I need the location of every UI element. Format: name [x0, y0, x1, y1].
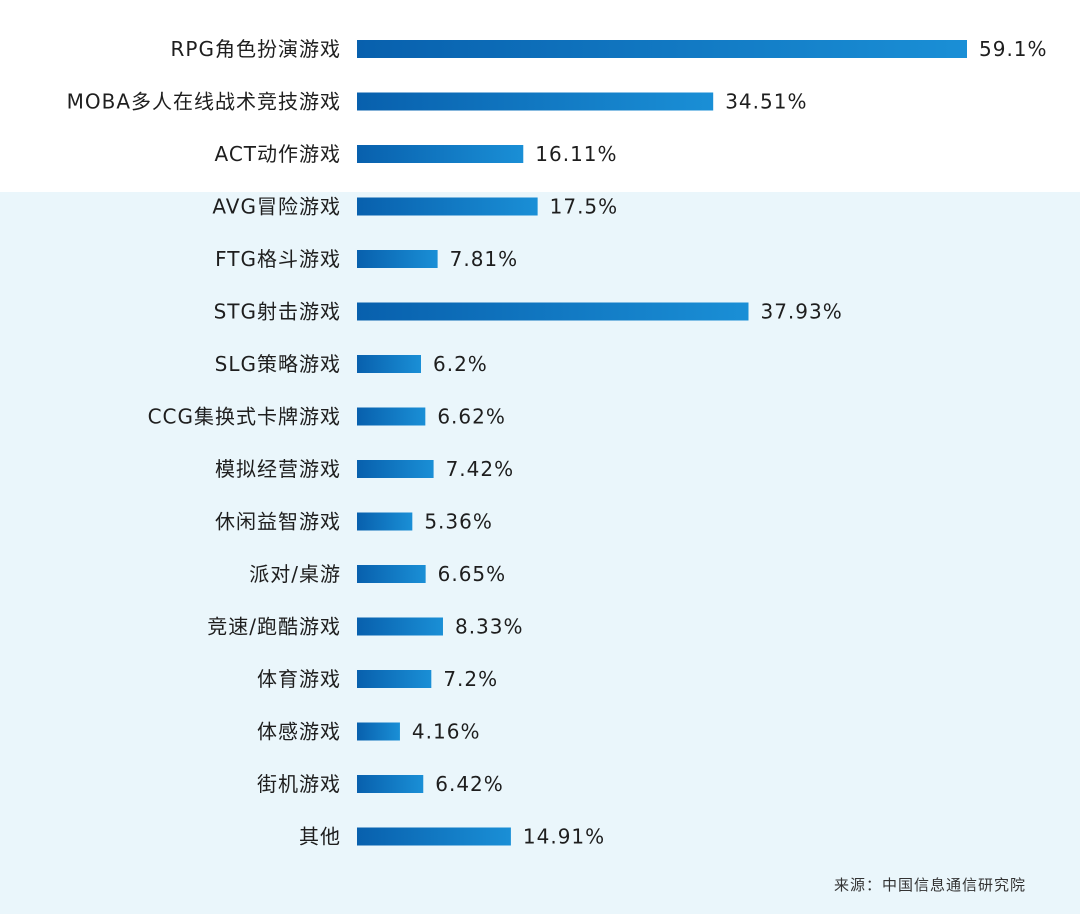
value-label: 6.65% — [438, 562, 507, 586]
category-label: 其他 — [299, 825, 341, 849]
value-label: 4.16% — [412, 720, 481, 744]
bar — [357, 197, 538, 216]
bar — [357, 460, 434, 478]
category-label: AVG冒险游戏 — [212, 195, 341, 219]
category-label: ACT动作游戏 — [214, 142, 341, 166]
category-label: 竞速/跑酷游戏 — [207, 615, 341, 639]
bars-group: RPG角色扮演游戏 59.1% MOBA多人在线战术竞技游戏 34.51% ACT动作游… — [67, 37, 1048, 849]
value-label: 17.5% — [550, 195, 619, 219]
value-label: 16.11% — [535, 142, 617, 166]
value-label: 6.62% — [437, 405, 506, 429]
category-label: FTG格斗游戏 — [215, 247, 341, 271]
value-label: 6.42% — [435, 772, 504, 796]
category-label: 街机游戏 — [257, 772, 341, 796]
bar — [357, 355, 421, 373]
bar — [357, 145, 524, 163]
bar — [357, 250, 438, 268]
value-label: 34.51% — [725, 90, 807, 114]
category-label: 体育游戏 — [257, 667, 341, 691]
bar — [357, 775, 424, 793]
category-label: CCG集换式卡牌游戏 — [148, 405, 341, 429]
value-label: 37.93% — [760, 300, 842, 324]
bar — [357, 302, 749, 321]
bar — [357, 670, 432, 688]
bar — [357, 40, 967, 58]
category-label: STG射击游戏 — [214, 300, 341, 324]
source-note: 来源：中国信息通信研究院 — [833, 876, 1026, 894]
bar — [357, 565, 426, 583]
bar — [357, 512, 413, 531]
bar — [357, 617, 443, 636]
value-label: 6.2% — [433, 352, 488, 376]
category-label: 派对/桌游 — [249, 562, 341, 586]
value-label: 7.42% — [446, 457, 515, 481]
value-label: 8.33% — [455, 615, 524, 639]
value-label: 5.36% — [424, 510, 493, 534]
category-label: 体感游戏 — [257, 720, 341, 744]
bar — [357, 827, 511, 846]
value-label: 14.91% — [523, 825, 605, 849]
category-label: RPG角色扮演游戏 — [171, 37, 341, 61]
value-label: 7.81% — [450, 247, 519, 271]
category-label: 休闲益智游戏 — [215, 510, 341, 534]
value-label: 59.1% — [979, 37, 1048, 61]
category-label: MOBA多人在线战术竞技游戏 — [67, 90, 341, 114]
bar — [357, 407, 426, 426]
bar — [357, 722, 400, 741]
category-label: SLG策略游戏 — [215, 352, 341, 376]
bar — [357, 92, 714, 111]
value-label: 7.2% — [443, 667, 498, 691]
category-label: 模拟经营游戏 — [215, 457, 341, 481]
